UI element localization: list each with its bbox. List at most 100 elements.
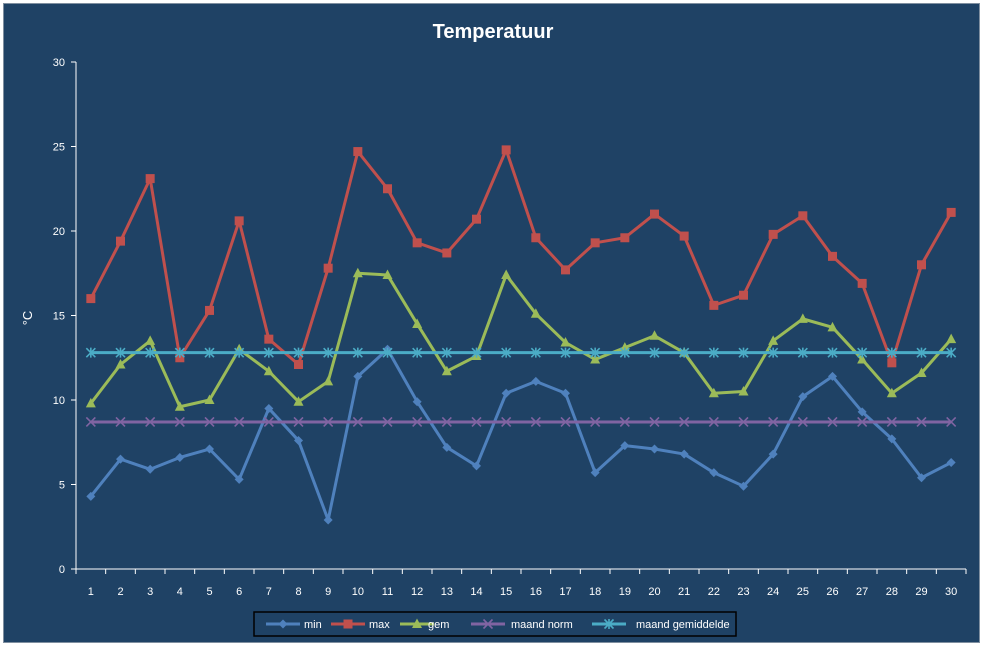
data-point-x <box>679 416 690 428</box>
x-tick-label: 6 <box>236 586 242 598</box>
data-point-diamond <box>828 371 837 381</box>
legend-entry: min <box>266 619 322 631</box>
data-point-star <box>738 347 749 358</box>
legend-label: min <box>304 619 322 631</box>
data-point-diamond <box>768 449 778 459</box>
data-point-square <box>412 238 422 248</box>
data-point-diamond <box>294 436 303 446</box>
x-tick-label: 13 <box>441 586 453 598</box>
x-tick-label: 9 <box>325 586 331 598</box>
data-point-triangle <box>204 394 215 404</box>
data-point-star <box>679 347 690 358</box>
data-point-x <box>441 416 452 428</box>
series-min <box>86 344 956 525</box>
data-point-x <box>946 416 957 428</box>
data-point-x <box>560 416 571 428</box>
data-point-star <box>857 347 868 358</box>
data-point-star <box>827 347 838 358</box>
data-point-triangle <box>590 353 601 364</box>
data-point-star <box>204 347 215 358</box>
data-point-square <box>561 265 570 275</box>
chart-frame: Temperatuur °C 0 5 10 15 20 25 30 1 2 3 4 5 6 7 8 9 10 11… <box>3 3 980 643</box>
data-point-diamond <box>442 442 452 452</box>
x-tick-label: 19 <box>619 586 631 598</box>
data-point-star <box>234 347 245 358</box>
data-point-x <box>886 416 897 428</box>
data-point-triangle <box>857 353 868 364</box>
data-point-star <box>471 347 482 358</box>
y-tick-label: 15 <box>53 311 65 323</box>
data-point-x <box>382 416 393 428</box>
x-tick-label: 29 <box>915 586 927 598</box>
data-point-square <box>798 211 808 221</box>
legend-entry: maand gemiddelde <box>592 618 730 631</box>
data-point-square <box>857 278 867 288</box>
data-point-diamond <box>946 458 956 468</box>
data-point-square <box>531 233 541 243</box>
data-point-triangle <box>115 359 126 369</box>
data-point-diamond <box>679 449 689 459</box>
legend-entry: gem <box>400 618 449 631</box>
data-point-square <box>86 294 96 304</box>
data-point-x <box>590 416 601 428</box>
data-point-diamond <box>412 397 422 407</box>
data-point-x <box>263 416 274 428</box>
data-point-triangle <box>352 267 363 278</box>
series-line <box>89 148 953 367</box>
data-point-diamond <box>561 388 570 398</box>
data-point-square <box>145 174 155 184</box>
y-tick-label: 10 <box>53 395 65 407</box>
data-point-square <box>353 147 363 157</box>
data-point-square <box>917 260 926 270</box>
x-tick-label: 11 <box>382 586 393 598</box>
data-point-diamond <box>264 403 274 413</box>
data-point-x <box>323 416 334 428</box>
data-point-triangle <box>946 333 957 344</box>
x-tick-label: 10 <box>352 586 364 598</box>
data-point-diamond <box>739 481 748 491</box>
data-point-star <box>115 347 126 358</box>
data-point-square <box>739 290 748 300</box>
x-tick-label: 3 <box>147 586 153 598</box>
data-point-diamond <box>116 454 125 464</box>
data-point-triangle <box>649 330 660 340</box>
data-point-triangle <box>412 318 423 328</box>
x-tick-label: 20 <box>648 586 660 598</box>
x-tick-label: 5 <box>206 586 212 598</box>
x-tick-label: 14 <box>470 586 482 598</box>
data-point-diamond <box>917 473 926 483</box>
data-point-diamond <box>205 444 214 454</box>
data-point-square <box>442 248 452 258</box>
x-tick-label: 21 <box>678 586 690 598</box>
data-point-square <box>175 353 185 363</box>
data-point-square <box>709 300 719 310</box>
data-point-star <box>412 347 423 358</box>
data-point-star <box>619 347 630 358</box>
series-line <box>89 271 953 409</box>
x-tick-label: 24 <box>767 586 779 598</box>
x-tick-label: 18 <box>589 586 601 598</box>
x-tick-label: 8 <box>295 586 301 598</box>
data-point-star <box>85 347 96 358</box>
data-point-triangle <box>441 365 452 376</box>
data-point-triangle <box>708 387 719 398</box>
data-point-star <box>441 347 452 358</box>
data-point-diamond <box>353 371 363 381</box>
data-point-star <box>530 347 541 358</box>
data-point-x <box>85 416 96 428</box>
x-tick-label: 16 <box>530 586 542 598</box>
data-point-star <box>886 347 897 358</box>
data-point-triangle <box>560 337 571 347</box>
data-point-triangle <box>916 367 927 377</box>
data-point-square <box>205 305 214 315</box>
data-point-x <box>708 416 719 428</box>
data-point-x <box>857 416 868 428</box>
data-point-diamond <box>709 468 719 478</box>
series-maand-norm <box>85 416 957 428</box>
data-point-x <box>827 416 838 428</box>
legend-entry: max <box>331 619 390 631</box>
data-point-triangle <box>85 397 96 408</box>
data-point-star <box>293 347 304 358</box>
data-point-square <box>828 251 837 261</box>
data-point-diamond <box>472 461 481 471</box>
